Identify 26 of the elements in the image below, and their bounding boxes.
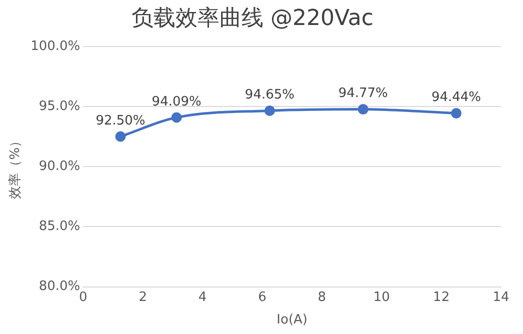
y-tick-label: 100.0% xyxy=(30,38,80,54)
x-tick-label: 2 xyxy=(138,290,147,305)
text: 94.77% xyxy=(338,86,388,102)
text: 92.50% xyxy=(96,113,146,128)
x-axis-title: Io(A) xyxy=(276,312,308,328)
point xyxy=(264,105,275,116)
x-tick-label: 6 xyxy=(258,290,266,305)
y-tick-label: 90.0% xyxy=(38,158,80,174)
y-tick-label: 85.0% xyxy=(38,219,80,234)
y-axis-title: 效率（%） xyxy=(7,134,24,199)
text: 94.09% xyxy=(152,94,202,110)
x-tick-label: 0 xyxy=(79,290,88,305)
y-tick-label: 95.0% xyxy=(38,98,80,114)
x-tick-label: 10 xyxy=(373,290,390,305)
point xyxy=(115,131,126,142)
point xyxy=(358,104,368,115)
x-tick-label: 4 xyxy=(198,290,207,305)
chart-title: 负载效率曲线 @220Vac xyxy=(132,6,374,31)
x-tick-label: 8 xyxy=(318,290,326,305)
point xyxy=(450,108,462,118)
x-tick-label: 12 xyxy=(433,290,450,305)
y-tick-label: 80.0% xyxy=(38,279,80,294)
text: 94.44% xyxy=(431,90,482,106)
point xyxy=(171,112,182,123)
x-tick-label: 14 xyxy=(492,290,510,305)
text: 94.65% xyxy=(244,88,294,103)
